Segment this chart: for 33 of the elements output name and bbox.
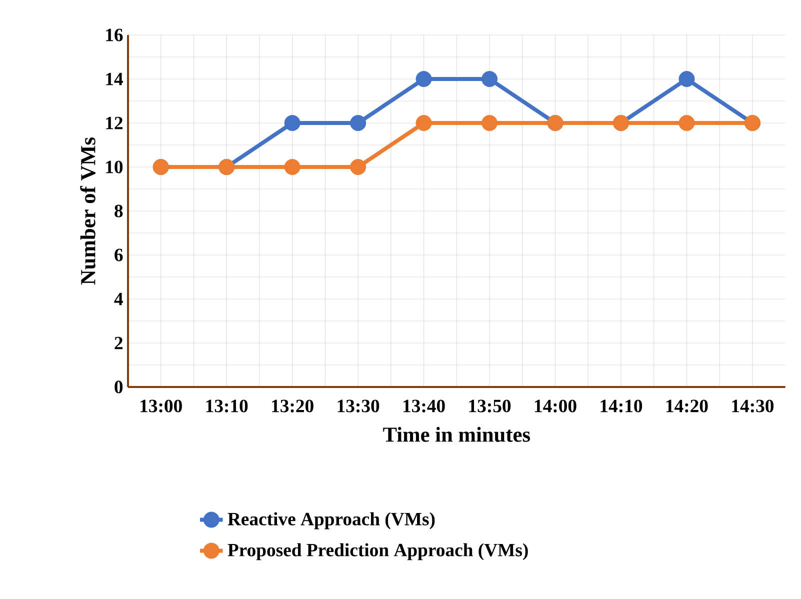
- y-tick-label: 10: [106, 160, 123, 174]
- point: [350, 114, 366, 131]
- x-tick-label: 14:00: [534, 400, 576, 412]
- point: [678, 70, 695, 87]
- y-tick-label: 12: [106, 116, 122, 130]
- y-tick-label: 8: [114, 204, 123, 218]
- y-tick-label: 0: [114, 380, 123, 394]
- y-tick-label: 16: [106, 28, 123, 42]
- y-tick-label: 6: [114, 248, 123, 262]
- x-tick-label: 13:20: [272, 400, 314, 412]
- point: [284, 158, 300, 175]
- legend-label: Proposed Prediction Approach (VMs): [228, 543, 528, 560]
- point: [482, 70, 498, 87]
- x-tick-label: 13:10: [206, 400, 248, 412]
- y-tick-label: 4: [114, 292, 123, 306]
- legend-label: Reactive Approach (VMs): [228, 512, 435, 530]
- y-axis-title: Number of VMs: [80, 137, 96, 285]
- x-tick-label: 14:10: [600, 400, 642, 412]
- point: [284, 114, 300, 131]
- point: [416, 70, 432, 87]
- x-axis-title: Time in minutes: [383, 426, 530, 442]
- x-tick-label: 13:30: [338, 400, 380, 412]
- point: [482, 114, 498, 131]
- x-tick-label: 13:50: [469, 400, 511, 412]
- y-tick-label: 14: [106, 72, 123, 86]
- point: [416, 114, 432, 131]
- x-tick-label: 14:30: [732, 400, 774, 412]
- x-tick-label: 13:00: [140, 400, 182, 412]
- x-tick-label: 14:20: [666, 400, 708, 412]
- point: [350, 158, 366, 175]
- y-tick-label: 2: [114, 336, 122, 350]
- x-tick-label: 13:40: [404, 400, 445, 412]
- point: [678, 114, 695, 131]
